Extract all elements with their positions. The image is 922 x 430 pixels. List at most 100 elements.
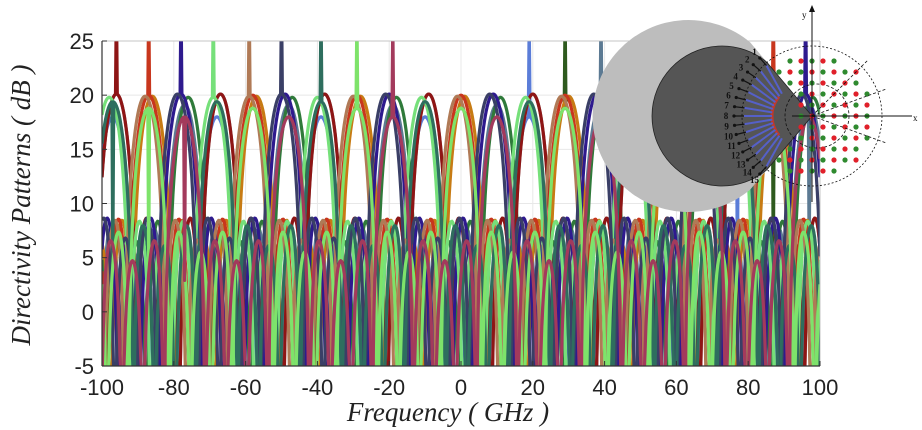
- lens-element: [831, 124, 837, 130]
- port-arrow: [736, 131, 747, 136]
- port-label: 12: [731, 151, 741, 161]
- port-label: 15: [750, 175, 760, 185]
- lens-element: [842, 91, 848, 97]
- lens-element: [864, 135, 870, 141]
- port-label: 3: [739, 63, 744, 73]
- port-label: 5: [729, 81, 734, 91]
- port-arrow: [742, 146, 752, 153]
- feed-line: [751, 83, 776, 103]
- port-label: 9: [724, 121, 729, 131]
- lens-element: [853, 146, 859, 152]
- lens-element: [820, 80, 826, 86]
- port-arrow-head: [737, 141, 741, 146]
- x-tick-label: -60: [230, 375, 262, 400]
- y-tick-label: -5: [74, 354, 94, 379]
- lens-element: [787, 80, 793, 86]
- port-arrow: [759, 57, 767, 66]
- port-label: 14: [743, 168, 753, 178]
- port-arrow: [759, 166, 767, 175]
- inset-x-label: x: [913, 113, 918, 123]
- port-arrow: [747, 153, 757, 161]
- port-arrow-head: [734, 95, 738, 100]
- inset-y-label: y: [802, 10, 807, 20]
- lens-element: [820, 124, 826, 130]
- y-tick-label: 5: [82, 246, 94, 271]
- lens-element: [798, 168, 804, 174]
- lens-element: [831, 168, 837, 174]
- port-arrow: [747, 71, 757, 79]
- port-arrow: [734, 123, 745, 126]
- port-arrow: [742, 79, 752, 86]
- y-tick-label: 0: [82, 300, 94, 325]
- port-arrow: [738, 139, 749, 144]
- lens-element: [831, 58, 837, 64]
- lens-element: [831, 157, 837, 163]
- port-arrow-head: [758, 56, 762, 60]
- feed-line: [765, 64, 783, 95]
- port-label: 8: [724, 111, 729, 121]
- lens-element: [831, 69, 837, 75]
- port-arrow-head: [745, 158, 750, 162]
- port-arrow-head: [732, 114, 736, 118]
- lens-element: [820, 91, 826, 97]
- port-arrow-head: [741, 150, 745, 154]
- lens-element: [853, 135, 859, 141]
- port-arrow: [752, 64, 762, 72]
- x-tick-label: -40: [302, 375, 334, 400]
- feed-line: [745, 122, 774, 134]
- feed-line: [759, 70, 781, 97]
- lens-element: [842, 69, 848, 75]
- feed-line: [755, 132, 778, 156]
- lens-element: [864, 124, 870, 130]
- x-axis-label: Frequency ( GHz ): [346, 397, 549, 427]
- port-arrow: [734, 106, 745, 109]
- lens-element: [776, 157, 782, 163]
- lens-element: [798, 69, 804, 75]
- lens-element: [798, 146, 804, 152]
- lens-element: [820, 69, 826, 75]
- x-tick-label: 100: [802, 375, 839, 400]
- lens-element: [798, 157, 804, 163]
- port-label: 2: [745, 54, 750, 64]
- port-label: 4: [733, 71, 738, 81]
- radial-guide: [811, 59, 869, 117]
- x-tick-label: -20: [373, 375, 405, 400]
- port-label: 6: [726, 91, 731, 101]
- port-arrow-head: [737, 86, 741, 91]
- lens-element: [787, 168, 793, 174]
- lens-element: [842, 157, 848, 163]
- port-arrow-head: [732, 105, 737, 109]
- beam-series-8: [102, 41, 820, 366]
- lens-element: [787, 69, 793, 75]
- lens-element: [864, 102, 870, 108]
- port-arrow-head: [751, 165, 755, 169]
- port-arrow: [752, 160, 762, 168]
- lens-element: [787, 58, 793, 64]
- feed-line: [765, 137, 783, 168]
- lens-element: [798, 80, 804, 86]
- lens-element: [831, 80, 837, 86]
- lens-element: [820, 157, 826, 163]
- x-tick-label: 40: [592, 375, 616, 400]
- port-label: 13: [736, 159, 746, 169]
- port-label: 1: [752, 47, 757, 57]
- focal-arc: [770, 95, 781, 137]
- inner-disk: [651, 45, 813, 187]
- feed-line: [759, 135, 781, 162]
- port-arrow-head: [758, 172, 762, 176]
- port-label: 11: [727, 141, 736, 151]
- inset-y-arrowhead: [809, 5, 815, 12]
- y-tick-label: 10: [70, 192, 94, 217]
- x-tick-label: -80: [158, 375, 190, 400]
- y-tick-label: 25: [70, 29, 94, 54]
- y-tick-label: 20: [70, 83, 94, 108]
- y-axis-label: Directivity Patterns ( dB ): [6, 65, 36, 347]
- x-tick-label: 80: [736, 375, 760, 400]
- lens-element: [798, 135, 804, 141]
- x-tick-label: -100: [80, 375, 124, 400]
- port-arrow: [736, 96, 747, 101]
- lens-element: [820, 168, 826, 174]
- lens-element: [853, 91, 859, 97]
- lens-element: [853, 102, 859, 108]
